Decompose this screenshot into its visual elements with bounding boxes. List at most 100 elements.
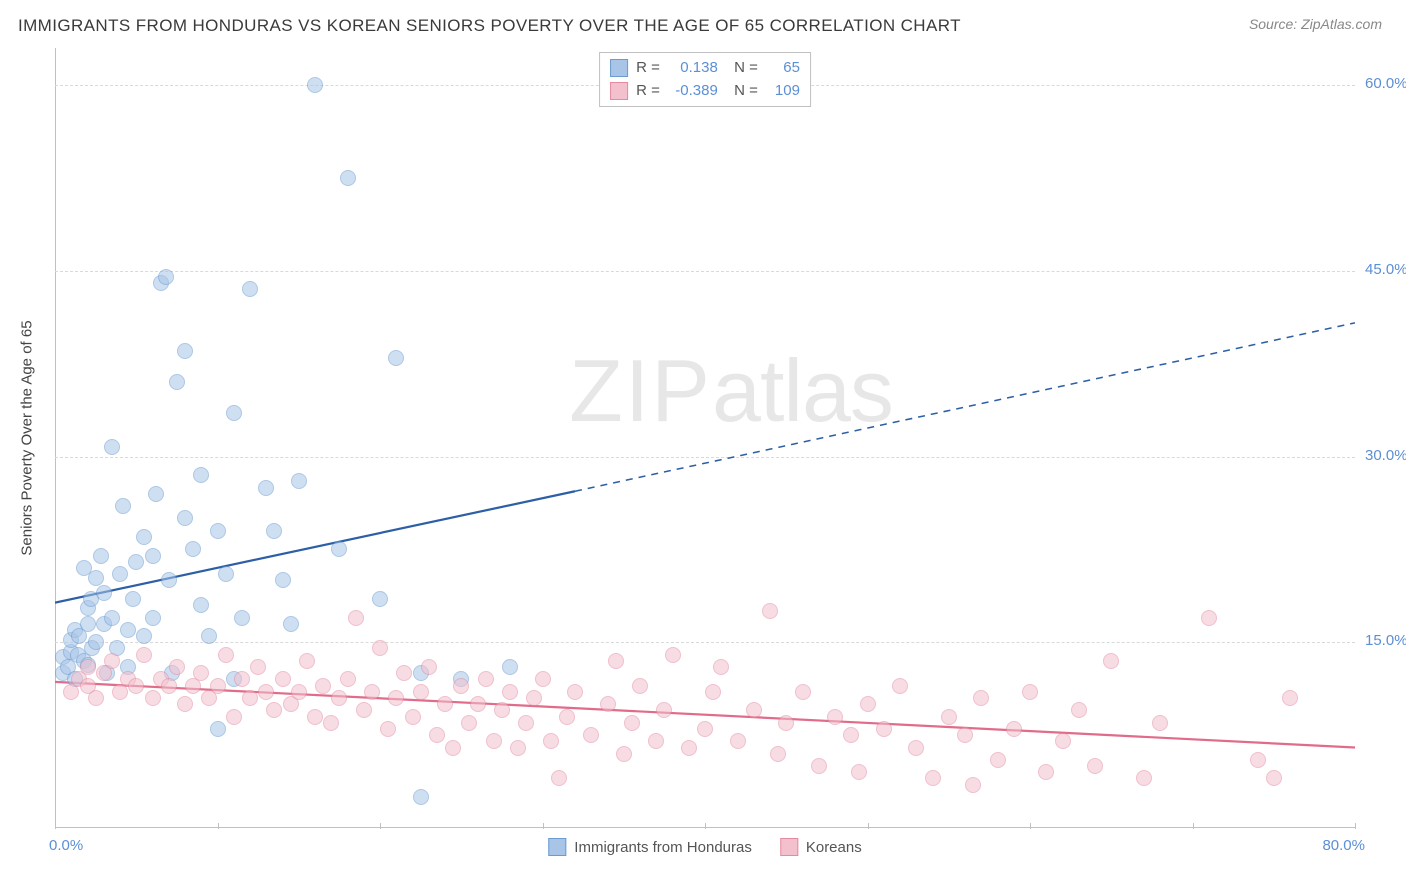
data-point <box>161 678 177 694</box>
data-point <box>746 702 762 718</box>
data-point <box>461 715 477 731</box>
data-point <box>713 659 729 675</box>
data-point <box>218 647 234 663</box>
data-point <box>177 343 193 359</box>
n-label: N = <box>726 57 758 80</box>
data-point <box>502 659 518 675</box>
data-point <box>299 653 315 669</box>
data-point <box>648 733 664 749</box>
data-point <box>193 467 209 483</box>
data-point <box>600 696 616 712</box>
data-point <box>380 721 396 737</box>
chart-title: IMMIGRANTS FROM HONDURAS VS KOREAN SENIO… <box>18 16 961 36</box>
data-point <box>429 727 445 743</box>
data-point <box>210 721 226 737</box>
data-point <box>396 665 412 681</box>
legend-label: Koreans <box>806 839 862 856</box>
data-point <box>770 746 786 762</box>
data-point <box>445 740 461 756</box>
data-point <box>1006 721 1022 737</box>
y-axis-line <box>55 48 56 828</box>
data-point <box>128 554 144 570</box>
data-point <box>1250 752 1266 768</box>
data-point <box>510 740 526 756</box>
data-point <box>177 696 193 712</box>
data-point <box>169 659 185 675</box>
legend-swatch <box>780 838 798 856</box>
data-point <box>161 572 177 588</box>
data-point <box>453 678 469 694</box>
data-point <box>307 709 323 725</box>
data-point <box>990 752 1006 768</box>
data-point <box>478 671 494 687</box>
data-point <box>218 566 234 582</box>
data-point <box>340 671 356 687</box>
data-point <box>762 603 778 619</box>
data-point <box>705 684 721 700</box>
n-value: 109 <box>766 80 800 103</box>
data-point <box>242 281 258 297</box>
data-point <box>275 671 291 687</box>
data-point <box>681 740 697 756</box>
data-point <box>307 77 323 93</box>
r-label: R = <box>636 80 660 103</box>
data-point <box>1152 715 1168 731</box>
chart-area: Seniors Poverty Over the Age of 65 ZIPat… <box>55 48 1355 828</box>
legend-swatch <box>548 838 566 856</box>
n-label: N = <box>726 80 758 103</box>
data-point <box>104 610 120 626</box>
data-point <box>388 690 404 706</box>
data-point <box>957 727 973 743</box>
x-tick <box>705 823 706 829</box>
data-point <box>437 696 453 712</box>
trend-line-dashed <box>575 323 1355 491</box>
data-point <box>965 777 981 793</box>
data-point <box>1087 758 1103 774</box>
legend-swatch <box>610 59 628 77</box>
data-point <box>616 746 632 762</box>
plot-region: 15.0%30.0%45.0%60.0% <box>55 48 1355 828</box>
data-point <box>136 529 152 545</box>
data-point <box>372 591 388 607</box>
legend-stat-row: R =-0.389 N =109 <box>610 80 800 103</box>
data-point <box>632 678 648 694</box>
data-point <box>851 764 867 780</box>
data-point <box>1136 770 1152 786</box>
legend-swatch <box>610 82 628 100</box>
data-point <box>283 616 299 632</box>
data-point <box>88 690 104 706</box>
data-point <box>421 659 437 675</box>
data-point <box>730 733 746 749</box>
data-point <box>1282 690 1298 706</box>
data-point <box>242 690 258 706</box>
data-point <box>226 709 242 725</box>
data-point <box>941 709 957 725</box>
data-point <box>811 758 827 774</box>
legend-stat-row: R =0.138 N =65 <box>610 57 800 80</box>
data-point <box>567 684 583 700</box>
gridline <box>55 457 1355 458</box>
data-point <box>348 610 364 626</box>
data-point <box>551 770 567 786</box>
data-point <box>323 715 339 731</box>
data-point <box>148 486 164 502</box>
data-point <box>608 653 624 669</box>
data-point <box>315 678 331 694</box>
data-point <box>250 659 266 675</box>
data-point <box>266 702 282 718</box>
data-point <box>291 684 307 700</box>
data-point <box>340 170 356 186</box>
data-point <box>470 696 486 712</box>
r-label: R = <box>636 57 660 80</box>
n-value: 65 <box>766 57 800 80</box>
data-point <box>145 548 161 564</box>
data-point <box>1266 770 1282 786</box>
data-point <box>120 622 136 638</box>
data-point <box>388 350 404 366</box>
data-point <box>234 610 250 626</box>
data-point <box>1038 764 1054 780</box>
data-point <box>169 374 185 390</box>
x-tick <box>1355 823 1356 829</box>
data-point <box>925 770 941 786</box>
data-point <box>125 591 141 607</box>
